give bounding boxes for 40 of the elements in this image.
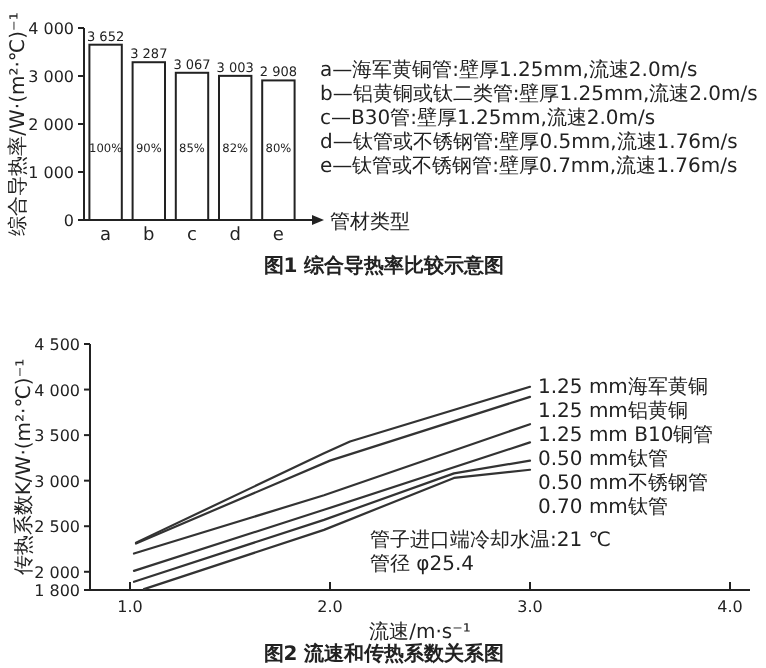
x-tick-label: 4.0 (717, 598, 743, 616)
text: a—海军黄铜管:壁厚1.25mm,流速2.0m/s (320, 58, 698, 82)
x-tick-label: d (229, 226, 241, 246)
x-axis-title: 流速/m·s⁻¹ (369, 620, 471, 644)
y-tick-label: 4 500 (34, 336, 80, 354)
series-label: 0.50 mm钛管 (538, 446, 668, 471)
y-tick-label: 0 (63, 212, 74, 230)
y-tick-label: 4 000 (28, 20, 74, 38)
x-tick-label: b (143, 226, 156, 246)
x-axis-title: 管材类型 (330, 210, 410, 234)
series-label: 0.70 mm钛管 (538, 494, 668, 519)
text: 图2 流速和传热系数关系图 (263, 642, 505, 666)
text: d—钛管或不锈钢管:壁厚0.5mm,流速1.76m/s (320, 130, 738, 154)
y-tick-label: 1 800 (34, 582, 80, 600)
text: c—B30管:壁厚1.25mm,流速2.0m/s (320, 106, 656, 130)
annotation: 管径 φ25.4 (370, 554, 475, 576)
x-tick-label: 3.0 (517, 598, 543, 616)
y-tick-label: 1 000 (28, 164, 74, 182)
y-tick-label: 2 000 (34, 563, 80, 582)
y-tick-label: 2 000 (28, 116, 74, 134)
series-label: 1.25 mm铝黄铜 (538, 398, 688, 423)
text: 图1 综合导热率比较示意图 (263, 254, 505, 278)
text: e—钛管或不锈钢管:壁厚0.7mm,流速1.76m/s (320, 154, 738, 178)
x-tick-label: 1.0 (117, 598, 143, 616)
y-tick-label: 4 000 (34, 381, 80, 400)
y-tick-label: 2 500 (34, 518, 80, 537)
x-tick-label: e (272, 226, 285, 246)
x-tick-label: a (100, 226, 112, 246)
y-tick-label: 3 000 (34, 472, 80, 491)
x-tick-label: c (187, 226, 198, 246)
series-label: 1.25 mm海军黄铜 (538, 374, 708, 399)
annotation: 管子进口端冷却水温:21 ℃ (370, 528, 612, 552)
series-label: 1.25 mm B10铜管 (538, 424, 714, 447)
y-axis-title: 传热系数K/W·(m²·℃)⁻¹ (12, 358, 36, 576)
series-label: 0.50 mm不锈钢管 (538, 472, 708, 495)
y-tick-label: 3 000 (28, 68, 74, 86)
y-tick-label: 3 500 (34, 427, 80, 446)
text: b—铝黄铜或钛二类管:壁厚1.25mm,流速2.0m/s (320, 82, 758, 106)
x-tick-label: 2.0 (317, 598, 343, 616)
y-axis-title: 综合导热率/W·(m²·℃)⁻¹ (6, 12, 30, 236)
